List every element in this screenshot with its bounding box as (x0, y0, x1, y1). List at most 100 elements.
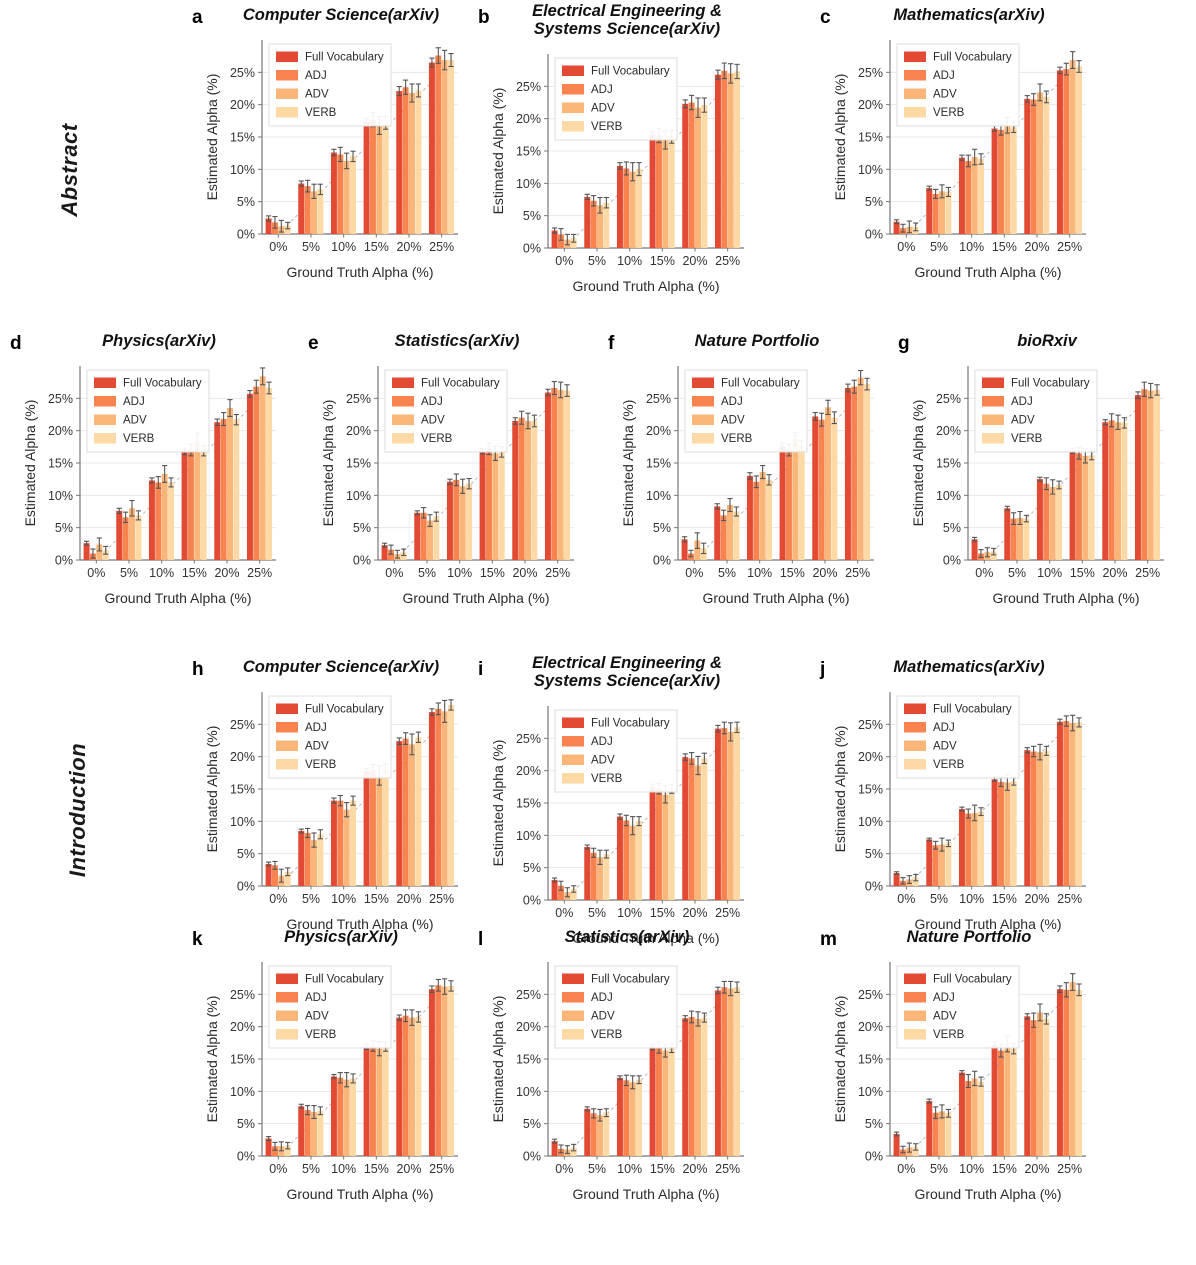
bar (435, 55, 442, 234)
y-tick-label: 15% (48, 457, 73, 471)
y-tick-label: 20% (646, 424, 671, 438)
y-tick-label: 15% (858, 783, 883, 797)
error-bar (265, 1136, 272, 1142)
bar (1010, 1048, 1017, 1156)
panel-title-g: bioRxiv (1017, 332, 1077, 350)
error-bar (103, 545, 109, 555)
error-bar (715, 724, 721, 733)
bar (402, 738, 409, 886)
bar (668, 788, 675, 900)
bar (695, 1018, 701, 1156)
bar (766, 479, 773, 560)
bar-series-adj (271, 702, 442, 886)
y-tick-label: 15% (858, 1053, 883, 1067)
x-tick-label: 0% (269, 1162, 287, 1176)
error-bar (447, 478, 453, 485)
legend-swatch (562, 121, 584, 132)
error-bar (689, 94, 695, 111)
bar (311, 1112, 317, 1156)
bar (350, 1078, 357, 1156)
error-bar (636, 162, 642, 177)
y-tick-label: 10% (346, 489, 371, 503)
bar (812, 416, 819, 560)
bar (851, 386, 858, 560)
legend-swatch (562, 992, 584, 1003)
bar (531, 420, 538, 560)
bar (298, 1106, 305, 1156)
panel-i: i Electrical Engineering & Systems Scienc… (478, 654, 758, 948)
x-tick-label: 10% (447, 566, 472, 580)
error-bar (695, 1011, 701, 1027)
bar (415, 90, 422, 234)
error-bar (415, 83, 421, 98)
bar (662, 140, 669, 248)
bar (1108, 420, 1115, 560)
legend: Full Vocabulary ADJ ADV VERB (896, 43, 1020, 127)
error-bar (978, 549, 984, 558)
error-bar (350, 1073, 356, 1084)
legend-label: VERB (721, 433, 753, 445)
x-tick-label: 25% (429, 892, 454, 906)
error-bar (893, 871, 900, 875)
plot-area-i: 0% 5% 10% 15% 20% 25% 0% 5% 10% 15% 20% 25% Full Voc… (486, 698, 752, 946)
error-bar (913, 222, 919, 232)
plot-area-m: 0% 5% 10% 15% 20% 25% 0% 5% 10% 15% 20% 25% Full Voc… (828, 954, 1094, 1202)
bar-series-adv (278, 699, 448, 886)
y-tick-label: 10% (516, 177, 541, 191)
bar (544, 392, 551, 560)
error-bar (584, 1106, 590, 1112)
error-bar (1037, 743, 1043, 761)
error-bar (1043, 745, 1049, 756)
bar (734, 71, 741, 249)
error-bar (531, 414, 537, 428)
bar-series-verb (570, 721, 741, 900)
legend-swatch (94, 433, 116, 444)
y-tick-label: 0% (523, 242, 541, 256)
x-tick-label: 15% (992, 1162, 1017, 1176)
error-bar (972, 804, 978, 822)
bar (382, 768, 389, 886)
error-bar (350, 795, 356, 806)
x-tick-label: 20% (1102, 566, 1127, 580)
bar (441, 60, 448, 234)
x-tick-label: 0% (555, 254, 573, 268)
legend-swatch (904, 88, 926, 99)
x-tick-label: 25% (429, 1162, 454, 1176)
panel-title-d: Physics(arXiv) (102, 332, 216, 350)
error-bar (926, 185, 932, 191)
bar-series-adj (899, 715, 1070, 886)
bar-series-adj (977, 381, 1148, 560)
error-bar (819, 412, 825, 427)
bar (402, 87, 409, 235)
error-bar (1057, 985, 1063, 993)
y-tick-label: 20% (936, 424, 961, 438)
panel-letter-a: a (192, 7, 203, 28)
bar (369, 119, 376, 234)
bar (688, 1016, 695, 1156)
bar (958, 157, 965, 234)
bar (246, 393, 253, 560)
error-bar (906, 1142, 912, 1153)
bar (409, 1017, 415, 1156)
x-tick-label: 5% (588, 254, 606, 268)
bar (701, 758, 708, 900)
panel-e: e Statistics(arXiv) 0% 5% 10% 15% 20% 25% 0% 5% 10… (308, 332, 588, 622)
error-bar (694, 532, 700, 549)
bar (381, 545, 388, 560)
bar (1030, 751, 1037, 886)
bar (912, 877, 919, 886)
bar (479, 451, 486, 560)
bar-series-adv (278, 978, 448, 1156)
error-bar (571, 1143, 577, 1152)
y-tick-label: 10% (858, 815, 883, 829)
bar (668, 1048, 675, 1156)
panel-title-b: Electrical Engineering & Systems Science… (532, 2, 722, 39)
bar (317, 834, 324, 886)
x-tick-label: 25% (545, 566, 570, 580)
error-bar (311, 1105, 317, 1120)
error-bar (435, 702, 441, 716)
y-tick-label: 10% (936, 489, 961, 503)
x-tick-label: 5% (418, 566, 436, 580)
bar (623, 1080, 630, 1156)
error-bar (617, 813, 623, 820)
